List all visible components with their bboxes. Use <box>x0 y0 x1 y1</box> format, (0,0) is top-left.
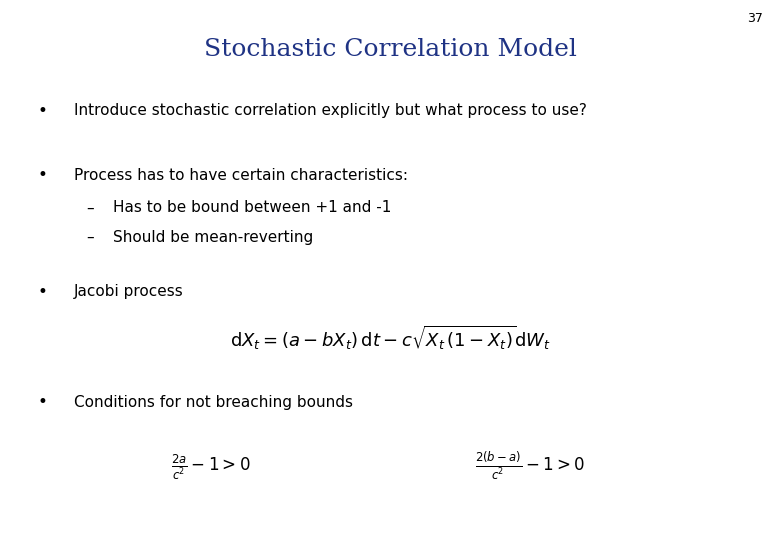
Text: Process has to have certain characteristics:: Process has to have certain characterist… <box>74 168 408 183</box>
Text: Conditions for not breaching bounds: Conditions for not breaching bounds <box>74 395 353 410</box>
Text: $\frac{2a}{c^2} - 1 > 0$: $\frac{2a}{c^2} - 1 > 0$ <box>171 453 250 482</box>
Text: Should be mean-reverting: Should be mean-reverting <box>113 230 314 245</box>
Text: Introduce stochastic correlation explicitly but what process to use?: Introduce stochastic correlation explici… <box>74 103 587 118</box>
Text: Stochastic Correlation Model: Stochastic Correlation Model <box>204 38 576 61</box>
Text: –: – <box>86 230 94 245</box>
Text: –: – <box>86 200 94 215</box>
Text: •: • <box>38 282 48 301</box>
Text: •: • <box>38 393 48 411</box>
Text: $\frac{2(b-a)}{c^2} - 1 > 0$: $\frac{2(b-a)}{c^2} - 1 > 0$ <box>475 451 586 483</box>
Text: •: • <box>38 166 48 185</box>
Text: $\mathrm{d}X_t = (a - bX_t)\,\mathrm{d}t - c\sqrt{X_t\,(1-X_t)}\mathrm{d}W_t$: $\mathrm{d}X_t = (a - bX_t)\,\mathrm{d}t… <box>229 323 551 352</box>
Text: 37: 37 <box>747 12 763 25</box>
Text: Jacobi process: Jacobi process <box>74 284 184 299</box>
Text: •: • <box>38 102 48 120</box>
Text: Has to be bound between +1 and -1: Has to be bound between +1 and -1 <box>113 200 392 215</box>
